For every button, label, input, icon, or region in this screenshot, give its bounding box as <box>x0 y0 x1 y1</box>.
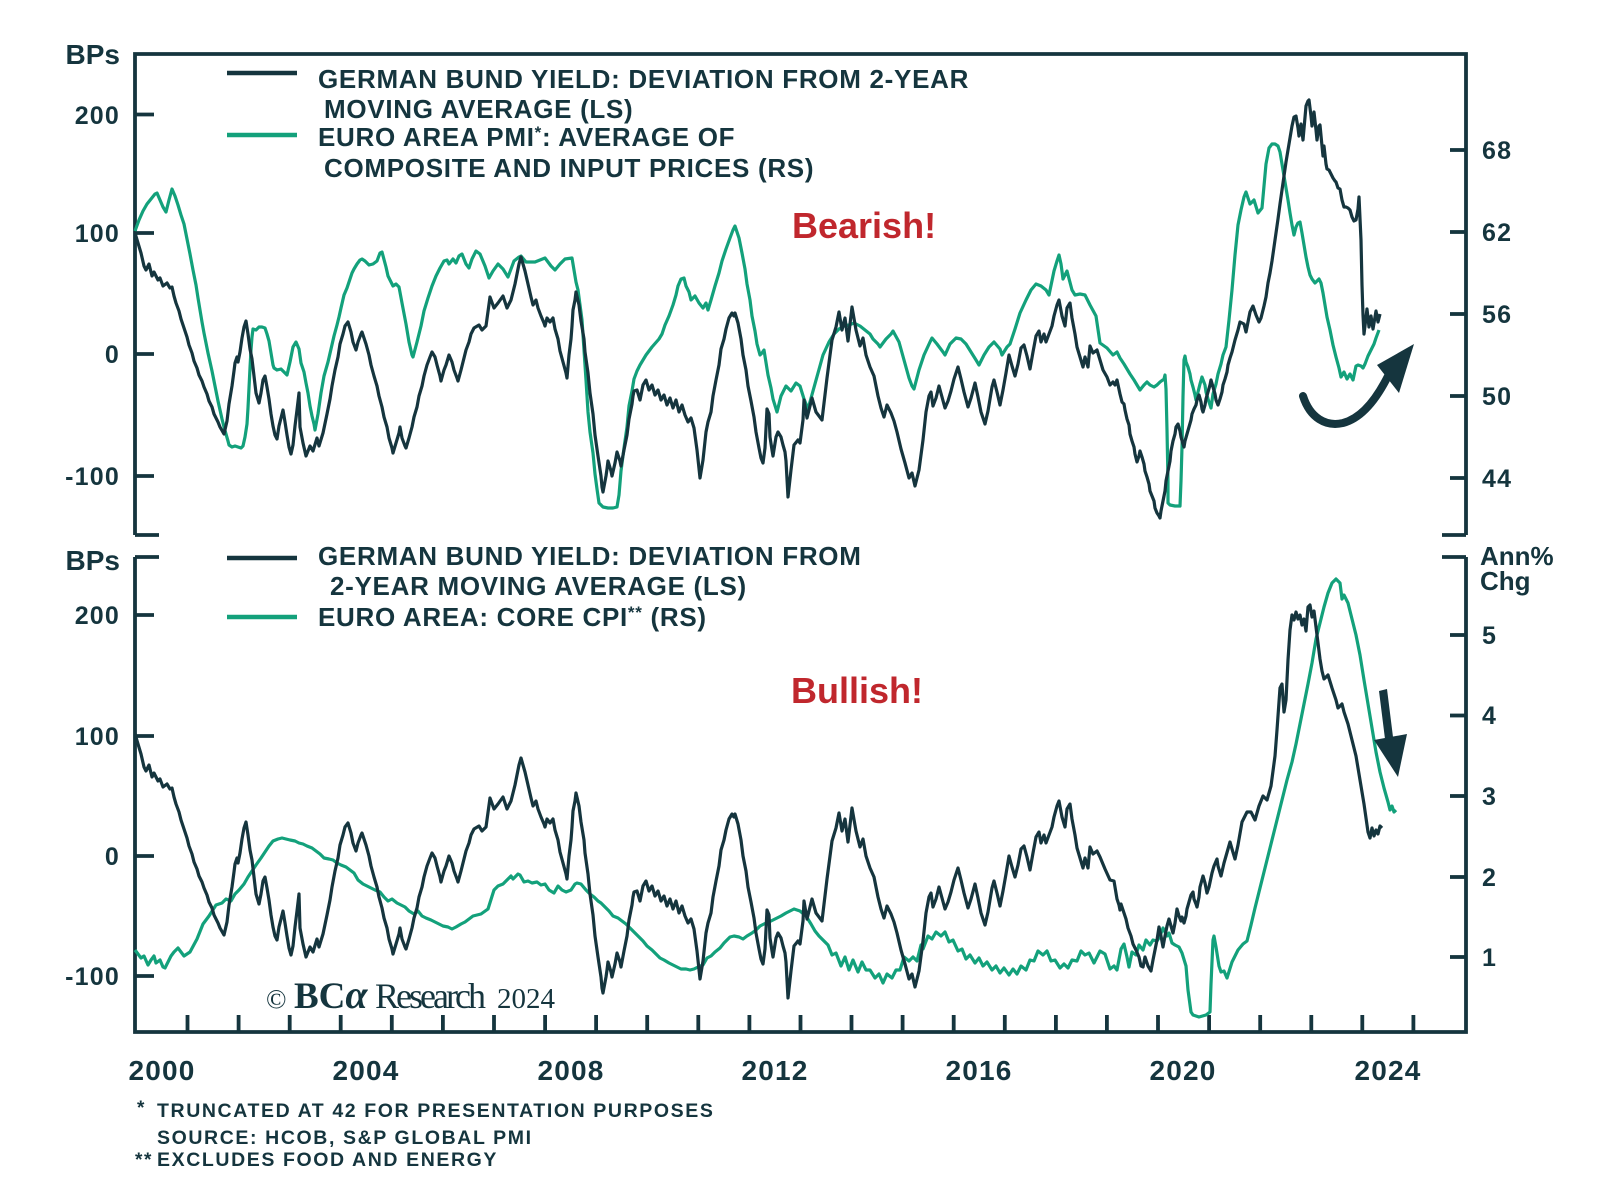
svg-text:2024: 2024 <box>1354 1055 1421 1086</box>
svg-text:44: 44 <box>1482 465 1512 493</box>
svg-text:-100: -100 <box>65 963 120 991</box>
svg-text:0: 0 <box>105 341 120 369</box>
svg-text:Ann%: Ann% <box>1480 541 1554 571</box>
svg-text:2016: 2016 <box>945 1055 1012 1086</box>
svg-text:2000: 2000 <box>128 1055 195 1086</box>
svg-text:TRUNCATED AT 42 FOR PRESENTATI: TRUNCATED AT 42 FOR PRESENTATION PURPOSE… <box>157 1100 714 1122</box>
svg-text:4: 4 <box>1482 702 1497 730</box>
svg-text:-100: -100 <box>65 463 120 491</box>
svg-text:EURO AREA: CORE CPI** (RS): EURO AREA: CORE CPI** (RS) <box>318 602 707 632</box>
svg-text:Bullish!: Bullish! <box>791 670 923 711</box>
svg-text:GERMAN BUND YIELD: DEVIATION F: GERMAN BUND YIELD: DEVIATION FROM <box>318 541 862 571</box>
svg-text:56: 56 <box>1482 301 1512 329</box>
svg-text:**: ** <box>135 1150 153 1171</box>
svg-text:Bearish!: Bearish! <box>792 205 936 246</box>
svg-text:68: 68 <box>1482 137 1512 165</box>
svg-text:62: 62 <box>1482 219 1512 247</box>
svg-text:2020: 2020 <box>1149 1055 1216 1086</box>
svg-text:200: 200 <box>75 602 120 630</box>
svg-text:3: 3 <box>1482 783 1497 811</box>
svg-text:0: 0 <box>105 843 120 871</box>
svg-text:2008: 2008 <box>537 1055 604 1086</box>
svg-text:GERMAN BUND YIELD: DEVIATION F: GERMAN BUND YIELD: DEVIATION FROM 2-YEAR <box>318 64 969 94</box>
svg-text:EURO AREA PMI*: AVERAGE OF: EURO AREA PMI*: AVERAGE OF <box>318 122 735 152</box>
svg-text:2012: 2012 <box>741 1055 808 1086</box>
svg-text:100: 100 <box>75 220 120 248</box>
svg-text:2-YEAR MOVING AVERAGE (LS): 2-YEAR MOVING AVERAGE (LS) <box>330 571 747 601</box>
svg-text:COMPOSITE AND INPUT PRICES (RS: COMPOSITE AND INPUT PRICES (RS) <box>324 153 814 183</box>
svg-text:SOURCE: HCOB, S&P GLOBAL PMI: SOURCE: HCOB, S&P GLOBAL PMI <box>157 1127 533 1149</box>
svg-text:2: 2 <box>1482 864 1497 892</box>
svg-text:50: 50 <box>1482 383 1512 411</box>
svg-text:2004: 2004 <box>332 1055 399 1086</box>
svg-text:EXCLUDES FOOD AND ENERGY: EXCLUDES FOOD AND ENERGY <box>157 1149 498 1171</box>
svg-text:1: 1 <box>1482 944 1497 972</box>
svg-text:MOVING AVERAGE (LS): MOVING AVERAGE (LS) <box>324 94 633 124</box>
svg-text:BPs: BPs <box>66 39 120 70</box>
svg-text:Chg: Chg <box>1480 566 1531 596</box>
svg-text:*: * <box>137 1098 146 1119</box>
svg-text:BPs: BPs <box>66 545 120 576</box>
svg-text:200: 200 <box>75 102 120 130</box>
svg-text:100: 100 <box>75 723 120 751</box>
svg-text:5: 5 <box>1482 622 1497 650</box>
